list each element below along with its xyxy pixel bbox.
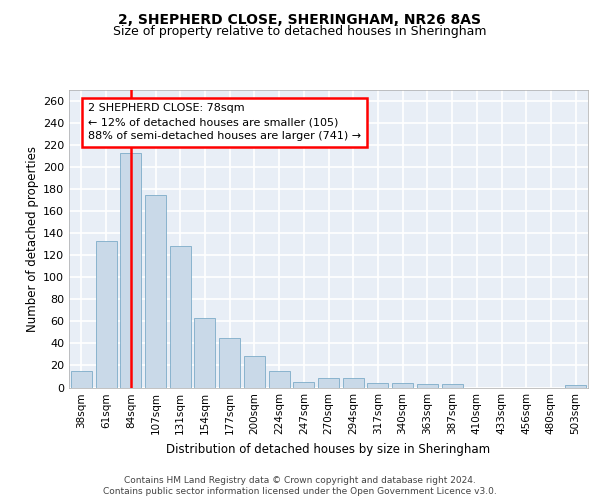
Text: 2, SHEPHERD CLOSE, SHERINGHAM, NR26 8AS: 2, SHEPHERD CLOSE, SHERINGHAM, NR26 8AS	[119, 12, 482, 26]
Bar	[392, 383, 413, 388]
Bar	[120, 153, 141, 388]
Bar	[442, 384, 463, 388]
Text: Size of property relative to detached houses in Sheringham: Size of property relative to detached ho…	[113, 25, 487, 38]
X-axis label: Distribution of detached houses by size in Sheringham: Distribution of detached houses by size …	[166, 443, 491, 456]
Bar	[318, 378, 339, 388]
Text: 2 SHEPHERD CLOSE: 78sqm
← 12% of detached houses are smaller (105)
88% of semi-d: 2 SHEPHERD CLOSE: 78sqm ← 12% of detache…	[88, 103, 361, 141]
Bar	[71, 371, 92, 388]
Bar	[367, 383, 388, 388]
Bar	[95, 241, 116, 388]
Bar	[565, 386, 586, 388]
Bar	[219, 338, 240, 388]
Bar	[194, 318, 215, 388]
Bar	[170, 246, 191, 388]
Text: Contains HM Land Registry data © Crown copyright and database right 2024.: Contains HM Land Registry data © Crown c…	[124, 476, 476, 485]
Bar	[293, 382, 314, 388]
Bar	[343, 378, 364, 388]
Bar	[145, 194, 166, 388]
Text: Contains public sector information licensed under the Open Government Licence v3: Contains public sector information licen…	[103, 487, 497, 496]
Bar	[244, 356, 265, 388]
Bar	[269, 371, 290, 388]
Y-axis label: Number of detached properties: Number of detached properties	[26, 146, 39, 332]
Bar	[417, 384, 438, 388]
